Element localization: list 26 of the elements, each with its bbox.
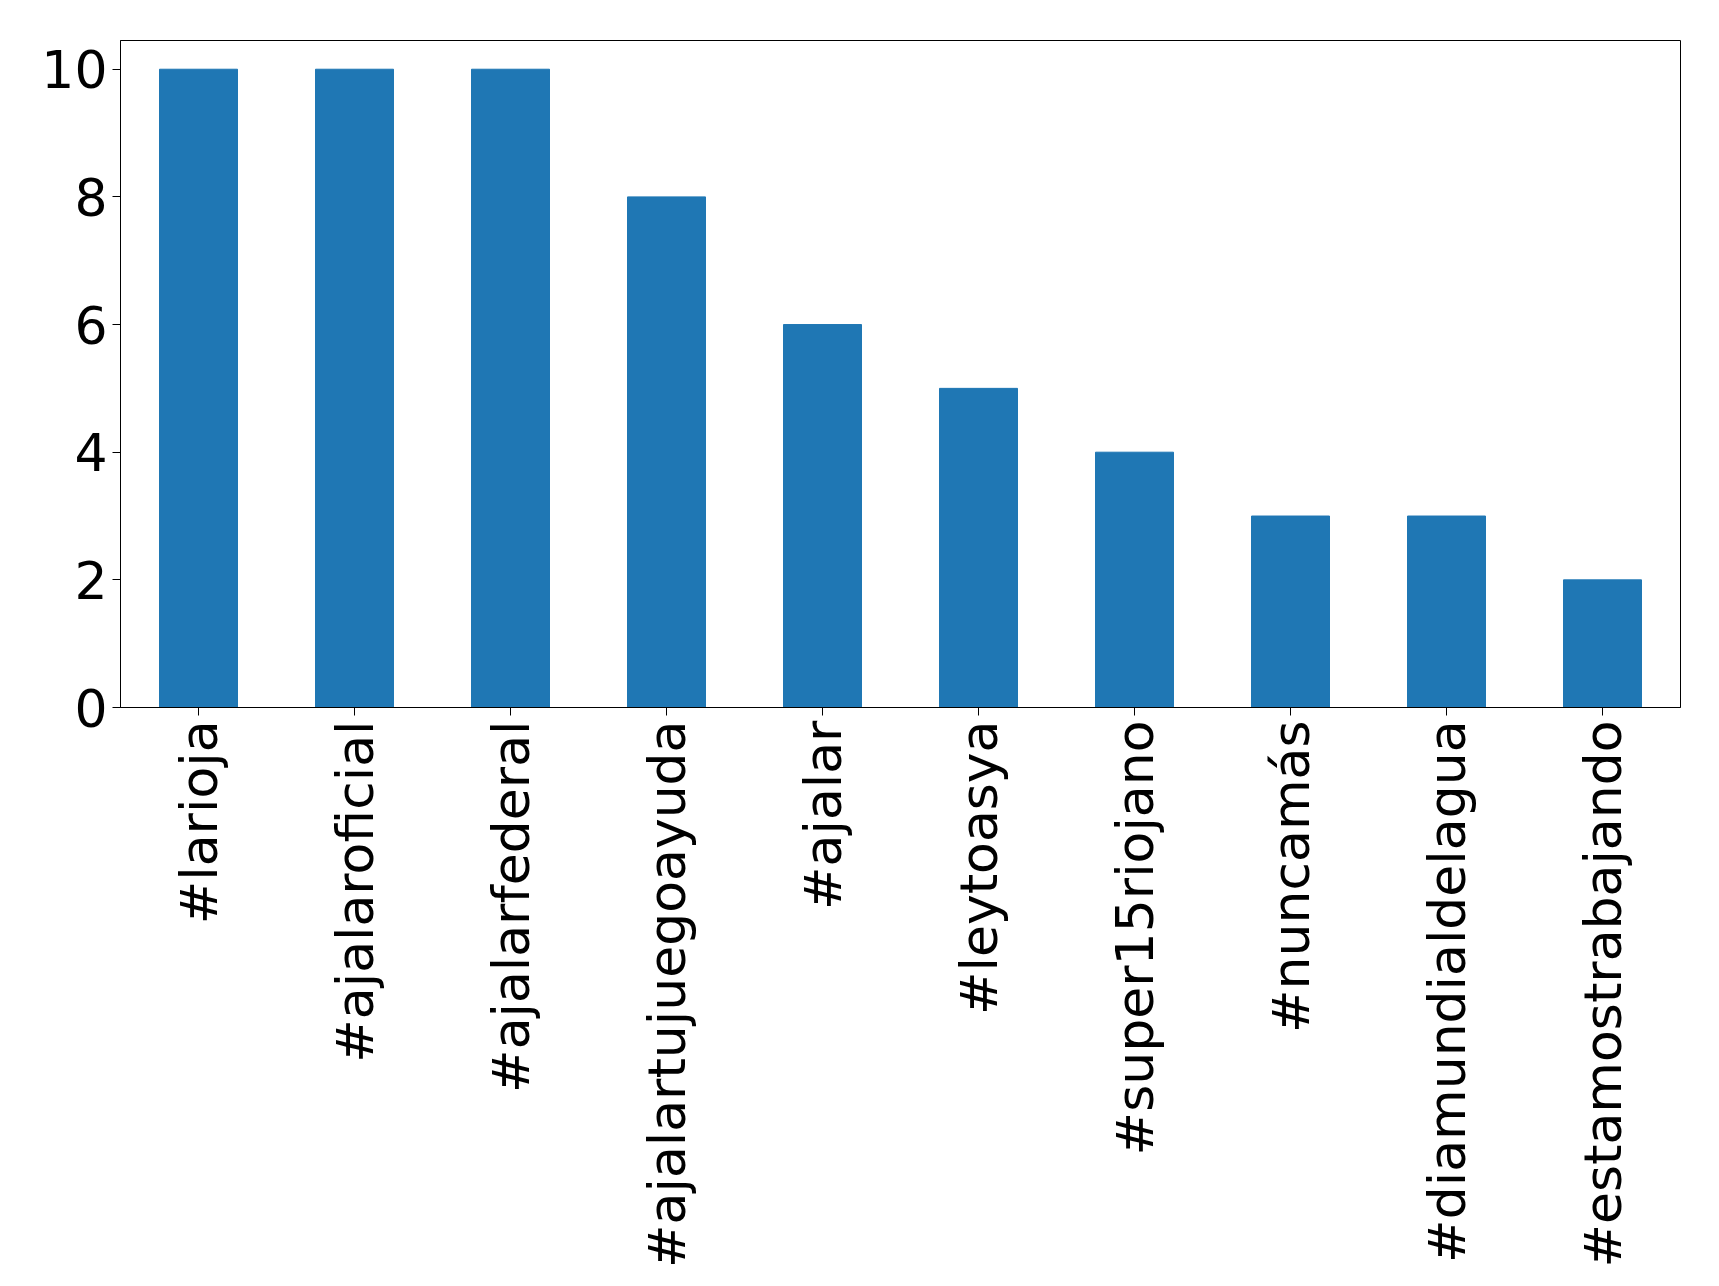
bar — [471, 68, 550, 708]
bar — [1251, 515, 1330, 708]
x-tick-label: #estamostrabajando — [1572, 720, 1633, 1268]
bar — [939, 387, 1018, 708]
y-tick-label: 0 — [74, 678, 108, 739]
x-tick-label: #diamundialdelagua — [1416, 720, 1477, 1263]
x-tick-label: #leytoasya — [948, 720, 1009, 1016]
x-tick-label: #ajalarfederal — [480, 720, 541, 1093]
y-tick-label: 10 — [41, 40, 108, 101]
y-tick-label: 8 — [74, 167, 108, 228]
y-tick-label: 4 — [74, 423, 108, 484]
x-tick-label: #ajalar — [792, 719, 853, 910]
bar — [1095, 451, 1174, 708]
y-tick-label: 2 — [74, 550, 108, 611]
x-tick-label: #larioja — [168, 720, 229, 925]
bar — [315, 68, 394, 708]
bar — [1563, 579, 1642, 708]
bar — [783, 324, 862, 708]
bar — [627, 196, 706, 708]
x-tick-label: #super15riojano — [1104, 720, 1165, 1156]
y-tick-label: 6 — [74, 295, 108, 356]
bar — [159, 68, 238, 708]
x-tick-label: #ajalartujuegoayuda — [636, 720, 697, 1268]
x-tick-label: #nuncamás — [1260, 720, 1321, 1034]
bar — [1407, 515, 1486, 708]
x-tick-label: #ajalaroficial — [324, 720, 385, 1063]
